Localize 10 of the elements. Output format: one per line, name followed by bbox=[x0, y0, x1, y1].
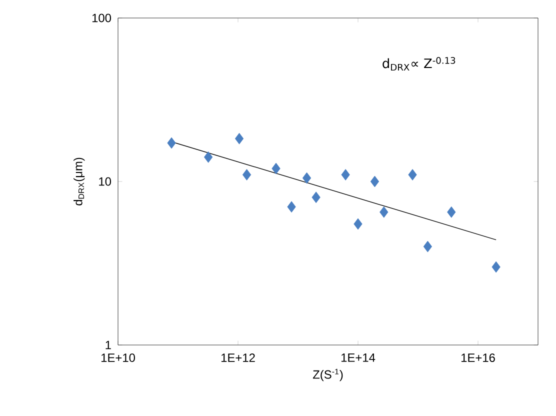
y-tick-label: 10 bbox=[99, 177, 112, 186]
x-tick-label: 1E+16 bbox=[461, 354, 495, 362]
annotation: d$_{DRX}$∝ Z$^{-0.13}$ bbox=[382, 57, 456, 71]
y-tick-label: 100 bbox=[92, 14, 112, 22]
y-axis-title: d$_{DRX}$(μm) bbox=[74, 158, 85, 206]
y-tick-label: 1 bbox=[106, 340, 111, 350]
x-tick-label: 1E+10 bbox=[101, 354, 135, 362]
x-tick-label: 1E+14 bbox=[341, 354, 376, 362]
x-axis-title: Z(S$^{-1}$) bbox=[312, 368, 343, 382]
x-tick-label: 1E+12 bbox=[221, 354, 255, 362]
